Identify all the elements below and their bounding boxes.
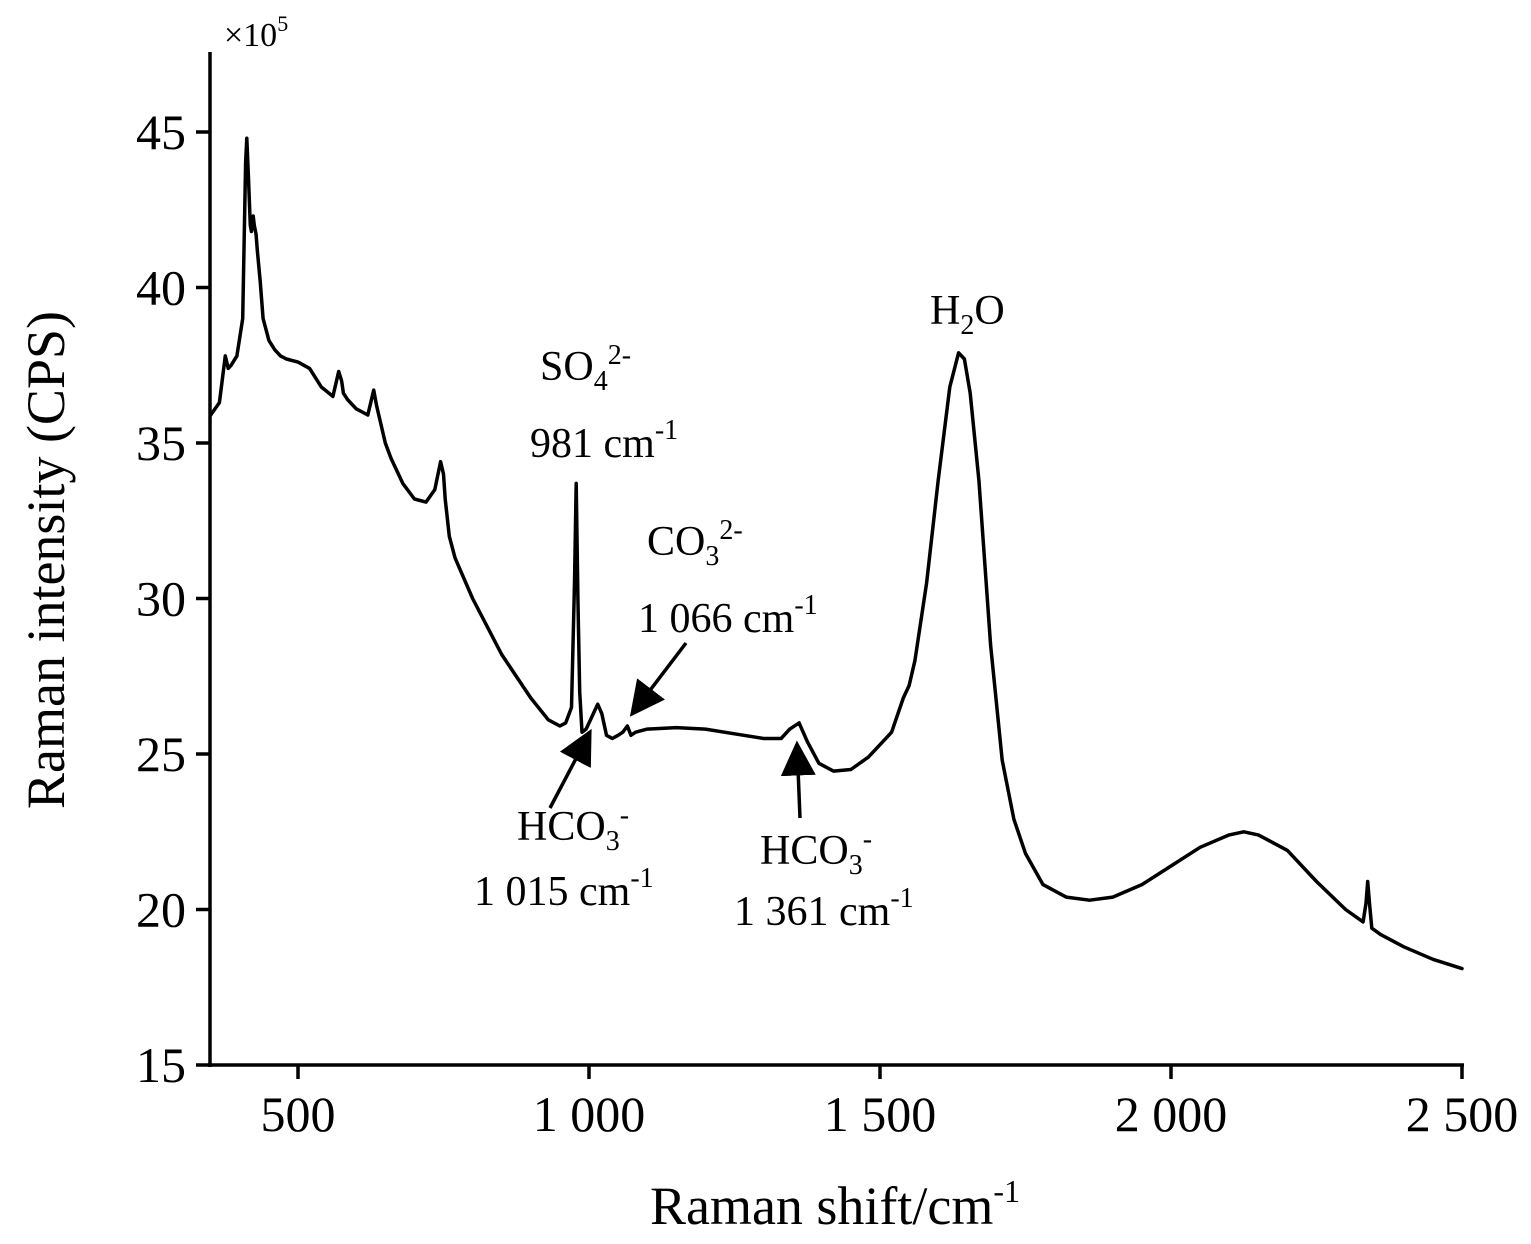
x-axis-title: Raman shift/cm-1 xyxy=(650,1173,1020,1236)
x-axis-title-text: Raman shift/cm xyxy=(650,1176,993,1236)
annotation-hco3-1361: HCO3- 1 361 cm-1 xyxy=(734,740,914,935)
y-multiplier-base: ×10 xyxy=(224,17,277,54)
annotation-co3-label: 1 066 cm-1 xyxy=(638,590,818,642)
annotation-so4: SO42- 981 cm-1 xyxy=(530,340,678,467)
y-tick-label: 40 xyxy=(136,260,186,316)
annotation-co3-formula: CO32- xyxy=(647,515,743,572)
y-axis-title: Raman intensity (CPS) xyxy=(16,311,76,809)
y-tick-label: 15 xyxy=(136,1037,186,1093)
y-tick-label: 45 xyxy=(136,104,186,160)
y-tick-label: 30 xyxy=(136,571,186,627)
annotation-h2o: H2O xyxy=(930,288,1005,341)
x-tick-label: 500 xyxy=(261,1086,336,1142)
annotation-h2o-formula: H2O xyxy=(930,288,1005,341)
y-multiplier-exp: 5 xyxy=(277,11,288,36)
x-tick-label: 2 000 xyxy=(1115,1086,1228,1142)
x-axis-title-sup: -1 xyxy=(993,1173,1020,1209)
series-layer xyxy=(208,136,1464,971)
annotation-hco3-1361-formula: HCO3- xyxy=(760,824,872,881)
annotation-so4-label: 981 cm-1 xyxy=(530,415,678,467)
annotation-hco3-1015-formula: HCO3- xyxy=(517,800,629,857)
x-tick-label: 2 500 xyxy=(1406,1086,1519,1142)
annotation-hco3-1361-label: 1 361 cm-1 xyxy=(734,883,914,935)
spectrum-line-0 xyxy=(208,136,1464,971)
annotation-hco3-1015: HCO3- 1 015 cm-1 xyxy=(474,728,654,915)
x-tick-label: 1 500 xyxy=(824,1086,937,1142)
annotation-so4-formula: SO42- xyxy=(540,340,631,397)
y-tick-label: 20 xyxy=(136,882,186,938)
annotation-hco3-1361-arrow xyxy=(780,740,816,819)
y-tick-label: 25 xyxy=(136,726,186,782)
annotation-co3-arrow xyxy=(629,641,688,717)
y-multiplier: ×105 xyxy=(224,11,288,54)
annotation-hco3-1015-arrow xyxy=(548,728,592,809)
annotation-hco3-1015-label: 1 015 cm-1 xyxy=(474,863,654,915)
x-tick-label: 1 000 xyxy=(533,1086,646,1142)
annotation-co3: CO32- 1 066 cm-1 xyxy=(629,515,818,717)
chart-axes: 15 20 25 30 35 40 45 500 1 000 1 500 2 000 2 500 xyxy=(136,52,1518,1142)
y-tick-label: 35 xyxy=(136,415,186,471)
